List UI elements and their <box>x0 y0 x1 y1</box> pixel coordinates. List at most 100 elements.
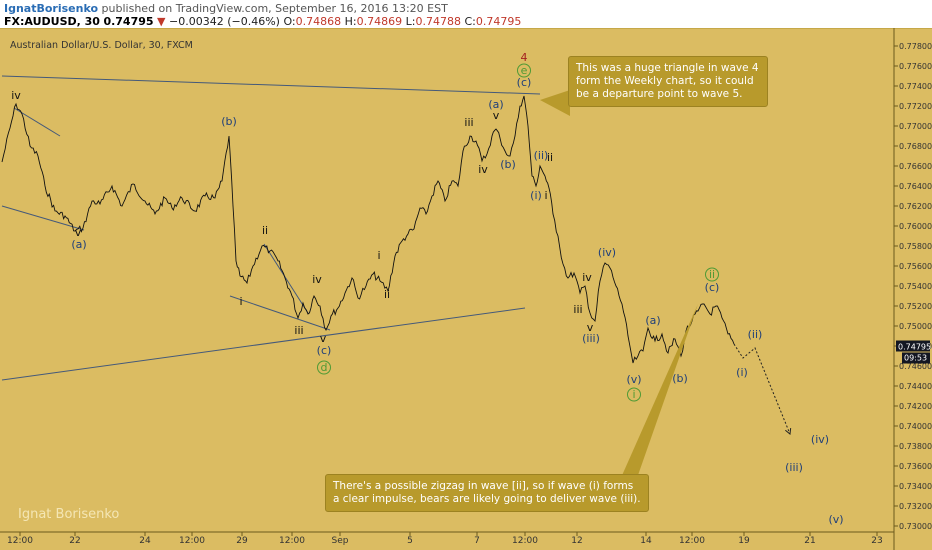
x-tick-label: Sep <box>332 536 349 546</box>
x-tick-label: 12 <box>571 536 582 546</box>
chart-background <box>0 28 932 550</box>
y-tick-label: 0.73200 <box>899 502 932 511</box>
wave-label: (ii) <box>748 328 763 341</box>
wave-label: v <box>493 109 500 122</box>
wave-label: (v) <box>828 513 843 526</box>
x-tick-label: 12:00 <box>512 536 538 546</box>
wave-label: iii <box>464 116 473 129</box>
wave-label: (b) <box>500 158 516 171</box>
projection-path <box>733 343 792 435</box>
trendline <box>1 75 541 95</box>
wave-circle <box>317 360 331 375</box>
y-tick-label: 0.74000 <box>899 422 932 431</box>
note-bottom: There's a possible zigzag in wave [ii], … <box>325 474 649 512</box>
wave-label: iv <box>11 89 21 102</box>
wave-label: (iv) <box>598 246 616 259</box>
projection-arrow-icon <box>785 427 792 435</box>
y-tick-label: 0.75000 <box>899 322 932 331</box>
close-label: C: <box>464 15 476 28</box>
wave-label: v <box>587 321 594 334</box>
wave-label: (a) <box>488 98 503 111</box>
y-tick-label: 0.77800 <box>899 42 932 51</box>
trendline <box>263 243 309 314</box>
wave-label: (b) <box>221 115 237 128</box>
wave-label: (i) <box>736 366 748 379</box>
y-tick-label: 0.76200 <box>899 202 932 211</box>
wave-label: (v) <box>626 373 641 386</box>
wave-label: iv <box>582 271 592 284</box>
chart-title: Australian Dollar/U.S. Dollar, 30, FXCM <box>10 40 193 51</box>
open-label: O: <box>283 15 296 28</box>
price-change: −0.00342 (−0.46%) <box>169 15 280 28</box>
trendline <box>229 295 331 331</box>
wave-circle <box>705 267 719 282</box>
symbol-label: FX:AUDUSD, 30 <box>4 15 100 28</box>
quote-line: FX:AUDUSD, 30 0.74795 ▼ −0.00342 (−0.46%… <box>4 15 521 28</box>
y-tick-label: 0.77600 <box>899 62 932 71</box>
x-tick-label: 12:00 <box>7 536 33 546</box>
note-top-pointer <box>540 90 570 116</box>
wave-label: (iii) <box>582 332 600 345</box>
price-line <box>1 95 735 364</box>
y-tick-label: 0.74400 <box>899 382 932 391</box>
wave-label: 4 <box>521 51 528 64</box>
wave-label: (iii) <box>785 461 803 474</box>
wave-label: (a) <box>71 238 86 251</box>
x-tick-label: 14 <box>640 536 652 546</box>
wave-label: ii <box>262 224 268 237</box>
wave-label: iii <box>573 303 582 316</box>
price-axis: 0.77800 0.77600 0.77400 0.77200 0.77000 0.768… <box>894 42 932 531</box>
wave-label: ii <box>547 151 553 164</box>
x-tick-label: 12:00 <box>679 536 705 546</box>
trendlines <box>1 75 541 381</box>
x-tick-label: 7 <box>474 536 480 546</box>
x-tick-label: 29 <box>236 536 248 546</box>
wave-label: iii <box>294 324 303 337</box>
wave-label: d <box>321 361 328 374</box>
wave-label: i <box>632 388 635 401</box>
y-tick-label: 0.76400 <box>899 182 932 191</box>
watermark: Ignat Borisenko <box>18 507 119 522</box>
wave-label: (c) <box>705 281 720 294</box>
x-tick-label: 12:00 <box>179 536 205 546</box>
wave-label: ii <box>709 268 715 281</box>
x-tick-label: 19 <box>738 536 750 546</box>
wave-circle <box>627 387 641 402</box>
countdown-box <box>902 352 930 364</box>
y-tick-label: 0.73600 <box>899 462 932 471</box>
x-tick-label: 24 <box>139 536 151 546</box>
y-tick-label: 0.77000 <box>899 122 932 131</box>
publish-line: IgnatBorisenko published on TradingView.… <box>4 2 448 15</box>
y-tick-label: 0.76800 <box>899 142 932 151</box>
wave-label: v <box>75 226 82 239</box>
price-series <box>1 95 735 364</box>
last-price-box <box>896 340 930 352</box>
x-tick-label: 22 <box>69 536 80 546</box>
wave-label: v <box>320 332 327 345</box>
y-tick-label: 0.76000 <box>899 222 932 231</box>
price-chart[interactable]: Australian Dollar/U.S. Dollar, 30, FXCM … <box>0 28 932 550</box>
x-tick-label: 23 <box>871 536 882 546</box>
high-label: H: <box>344 15 357 28</box>
wave-label: i <box>377 249 380 262</box>
x-tick-label: 5 <box>407 536 413 546</box>
x-tick-label: 12:00 <box>279 536 305 546</box>
wave-label: e <box>521 64 528 77</box>
author-link[interactable]: IgnatBorisenko <box>4 2 99 15</box>
y-tick-label: 0.77200 <box>899 102 932 111</box>
y-tick-label: 0.75800 <box>899 242 932 251</box>
y-tick-label: 0.74600 <box>899 362 932 371</box>
wave-label: i <box>239 295 242 308</box>
y-tick-label: 0.74200 <box>899 402 932 411</box>
wave-label: (iv) <box>811 433 829 446</box>
wave-label: (i) <box>530 189 542 202</box>
countdown-tag: 09:53 <box>904 354 927 363</box>
time-axis: 12:00 22 24 12:00 29 12:00 Sep 5 7 12:00 12 14 12:00… <box>7 532 883 546</box>
trendline <box>1 205 85 231</box>
note-bottom-pointer <box>612 304 698 498</box>
down-arrow-icon: ▼ <box>157 15 166 28</box>
wave-label: (a) <box>645 314 660 327</box>
wave-label: iv <box>478 163 488 176</box>
wave-label: ii <box>384 288 390 301</box>
